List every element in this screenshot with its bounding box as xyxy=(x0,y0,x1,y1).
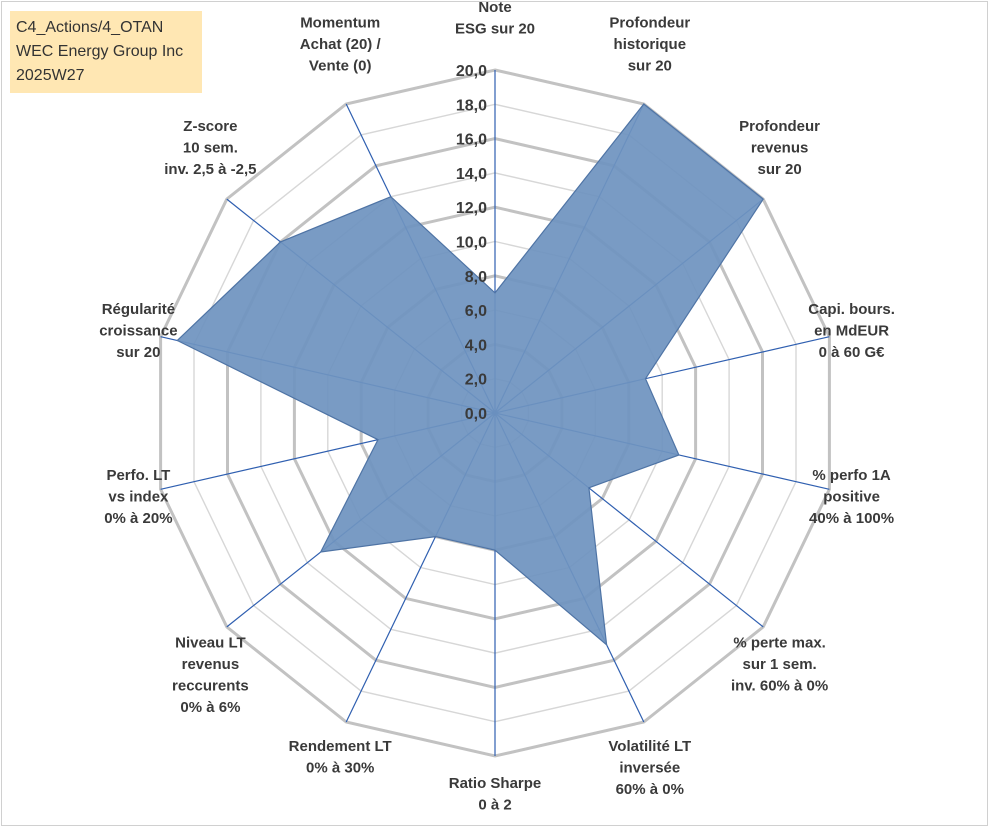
tick-label: 12,0 xyxy=(456,200,487,217)
axis-label: Rendement LT 0% à 30% xyxy=(289,738,392,777)
axis-label: Régularité croissance sur 20 xyxy=(99,301,177,361)
tick-label: 8,0 xyxy=(465,269,487,286)
series-area xyxy=(176,103,765,647)
title-line-2: WEC Energy Group Inc xyxy=(16,43,184,60)
tick-label: 14,0 xyxy=(456,166,487,183)
radar-axis-labels: Note ESG sur 20 Profondeur historique sur 20… xyxy=(99,0,895,814)
axis-label: Capi. bours. en MdEUR 0 à 60 G€ xyxy=(808,301,895,361)
tick-label: 18,0 xyxy=(456,97,487,114)
tick-label: 10,0 xyxy=(456,235,487,252)
axis-label: Niveau LT revenus reccurents 0% à 6% xyxy=(172,635,249,717)
chart-title-box: C4_Actions/4_OTAN WEC Energy Group Inc 2… xyxy=(10,11,202,93)
axis-label: % perte max. sur 1 sem. inv. 60% à 0% xyxy=(731,635,828,695)
title-line-1: C4_Actions/4_OTAN xyxy=(16,19,164,36)
tick-label: 2,0 xyxy=(465,372,487,389)
tick-label: 6,0 xyxy=(465,303,487,320)
axis-label: Perfo. LT vs index 0% à 20% xyxy=(104,467,172,527)
radar-series xyxy=(176,103,765,647)
radar-tick-labels: 0,0 2,0 4,0 6,0 8,0 10,0 12,0 14,0 16,0 18,0 20,0 xyxy=(456,63,487,423)
axis-label: Profondeur revenus sur 20 xyxy=(739,118,820,178)
axis-label: % perfo 1A positive 40% à 100% xyxy=(809,467,894,527)
title-line-3: 2025W27 xyxy=(16,67,85,84)
axis-label: Momentum Achat (20) / Vente (0) xyxy=(300,15,382,75)
axis-label: Volatilité LT inversée 60% à 0% xyxy=(608,738,691,798)
axis-label: Z-score 10 sem. inv. 2,5 à -2,5 xyxy=(164,118,256,178)
tick-label: 0,0 xyxy=(465,406,487,423)
axis-label: Note ESG sur 20 xyxy=(455,0,535,38)
axis-label: Ratio Sharpe 0 à 2 xyxy=(449,775,542,814)
tick-label: 4,0 xyxy=(465,337,487,354)
axis-label: Profondeur historique sur 20 xyxy=(609,15,690,75)
tick-label: 20,0 xyxy=(456,63,487,80)
tick-label: 16,0 xyxy=(456,132,487,149)
